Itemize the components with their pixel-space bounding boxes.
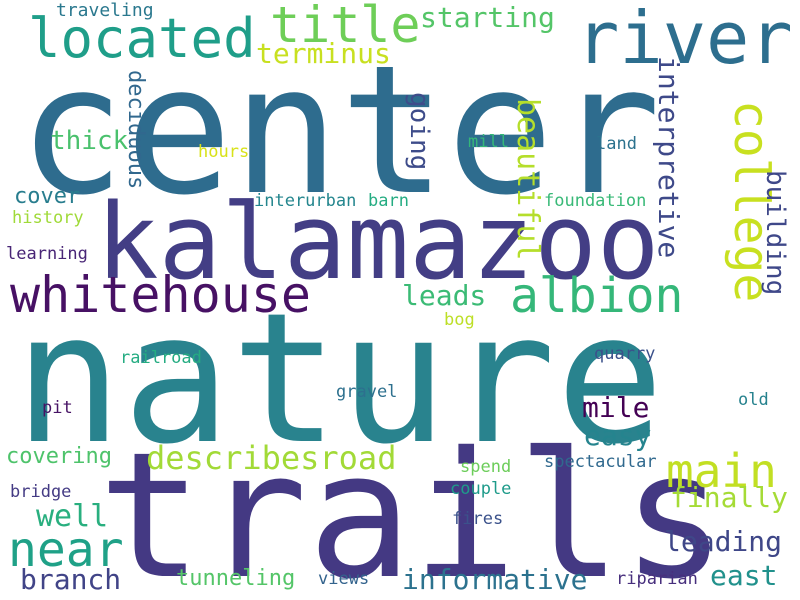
word-starting: starting <box>420 1 555 34</box>
word-riparian: riparian <box>616 569 698 589</box>
word-hours: hours <box>198 142 250 162</box>
word-railroad: railroad <box>120 348 202 368</box>
word-kalamazoo: kalamazoo <box>96 181 660 303</box>
word-gravel: gravel <box>336 382 398 402</box>
word-east: east <box>710 559 778 592</box>
word-land: land <box>596 134 637 154</box>
word-finally: finally <box>670 481 789 514</box>
word-title: title <box>270 0 421 54</box>
word-covering: covering <box>6 444 112 469</box>
word-beautiful: beautiful <box>510 98 545 261</box>
word-leading: leading <box>664 525 783 558</box>
word-nature: nature <box>14 275 665 484</box>
word-branch: branch <box>20 563 122 596</box>
word-couple: couple <box>450 479 512 499</box>
word-going: going <box>404 92 434 171</box>
word-learning: learning <box>6 244 88 264</box>
word-informative: informative <box>402 563 588 596</box>
word-building: building <box>760 170 790 296</box>
word-thick: thick <box>50 126 129 156</box>
word-trails: trails <box>98 415 727 600</box>
word-spend: spend <box>460 457 512 477</box>
word-mill: mill <box>468 132 509 152</box>
word-interpretive: interpretive <box>652 56 685 259</box>
word-center: center <box>18 27 661 234</box>
word-bridge: bridge <box>10 482 72 502</box>
word-mile: mile <box>582 391 650 424</box>
word-main: main <box>666 444 777 498</box>
word-located: located <box>28 7 256 70</box>
word-describesroad: describesroad <box>146 439 397 477</box>
word-pit: pit <box>42 398 73 418</box>
word-traveling: traveling <box>56 0 154 21</box>
word-spectacular: spectacular <box>544 452 657 472</box>
word-well: well <box>36 499 109 534</box>
word-history: history <box>12 208 84 228</box>
word-views: views <box>318 569 370 589</box>
word-bog: bog <box>444 310 475 330</box>
word-whitehouse: whitehouse <box>10 266 312 324</box>
word-interurban: interurban <box>254 191 357 211</box>
word-easy: easy <box>584 419 652 452</box>
word-near: near <box>8 522 124 578</box>
word-tunneling: tunneling <box>176 566 296 591</box>
word-terminus: terminus <box>256 37 391 70</box>
word-old: old <box>738 390 769 410</box>
word-foundation: foundation <box>544 191 647 211</box>
word-barn: barn <box>368 191 409 211</box>
word-cover: cover <box>14 184 81 209</box>
word-fires: fires <box>452 509 504 529</box>
word-albion: albion <box>510 268 684 324</box>
word-river: river <box>576 0 793 80</box>
word-quarry: quarry <box>594 344 656 364</box>
word-leads: leads <box>402 279 487 312</box>
